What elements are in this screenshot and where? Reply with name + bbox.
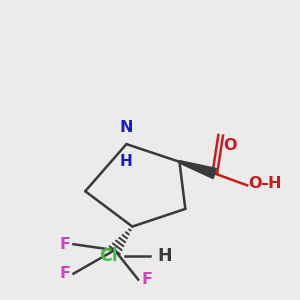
Text: O: O [249,176,262,191]
Text: F: F [59,237,70,252]
Text: N: N [120,120,133,135]
Text: H: H [158,247,172,265]
Text: –H: –H [260,176,282,191]
Polygon shape [179,161,217,178]
Text: O: O [224,138,237,153]
Text: Cl: Cl [99,247,118,265]
Text: F: F [141,272,152,287]
Text: F: F [59,266,70,281]
Text: H: H [120,154,133,169]
